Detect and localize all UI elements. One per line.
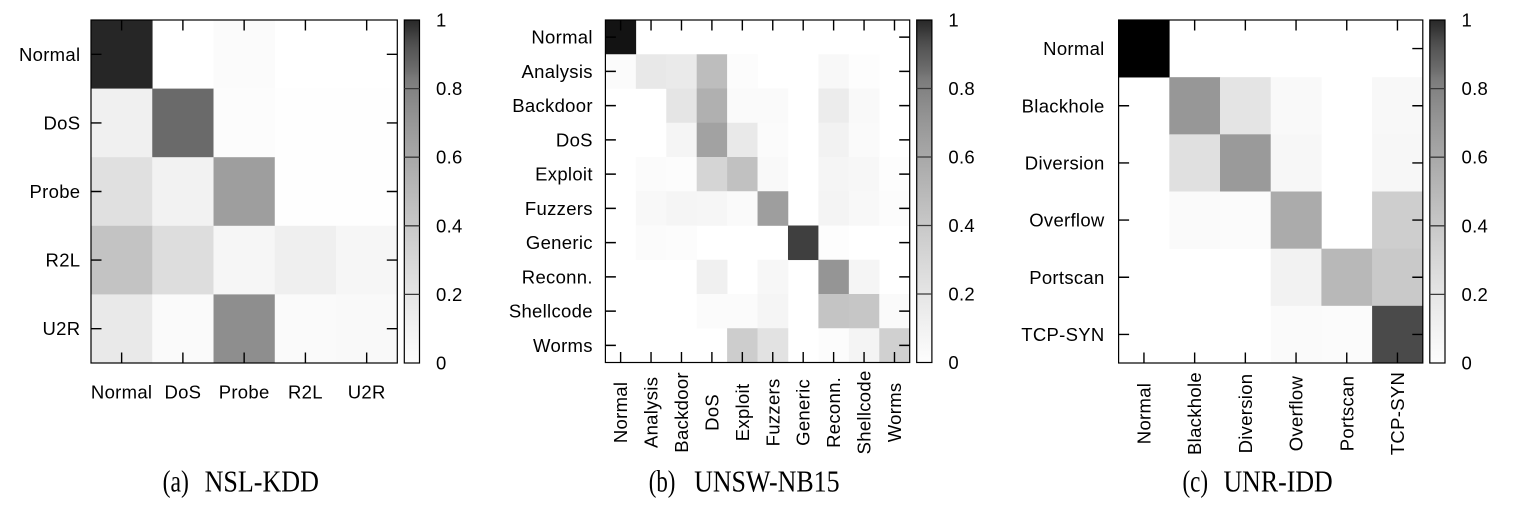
svg-text:DoS: DoS (164, 382, 201, 403)
svg-text:Backdoor: Backdoor (671, 372, 692, 453)
svg-text:Diversion: Diversion (1235, 374, 1256, 454)
svg-text:0.8: 0.8 (1462, 78, 1489, 99)
svg-text:Backdoor: Backdoor (512, 95, 593, 116)
svg-text:Worms: Worms (533, 335, 593, 356)
svg-text:NSL-KDD: NSL-KDD (205, 463, 319, 498)
svg-text:Normal: Normal (1133, 383, 1154, 444)
svg-text:DoS: DoS (44, 112, 81, 133)
svg-text:Portscan: Portscan (1029, 267, 1104, 288)
svg-text:0.4: 0.4 (1462, 215, 1489, 236)
svg-text:Analysis: Analysis (522, 61, 593, 82)
svg-text:0: 0 (948, 352, 959, 373)
svg-text:Exploit: Exploit (732, 384, 753, 442)
svg-text:Overflow: Overflow (1286, 375, 1307, 451)
svg-text:Diversion: Diversion (1025, 152, 1105, 173)
svg-text:0.8: 0.8 (948, 78, 975, 99)
svg-text:1: 1 (1462, 10, 1473, 31)
svg-text:Portscan: Portscan (1336, 376, 1357, 451)
svg-text:Overflow: Overflow (1029, 210, 1105, 231)
svg-text:Normal: Normal (531, 27, 592, 48)
svg-text:Normal: Normal (610, 382, 631, 443)
svg-text:Shellcode: Shellcode (509, 301, 593, 322)
svg-text:1: 1 (948, 10, 959, 31)
svg-text:UNSW-NB15: UNSW-NB15 (694, 463, 840, 498)
svg-text:0: 0 (436, 353, 447, 374)
svg-text:R2L: R2L (288, 382, 323, 403)
svg-text:Fuzzers: Fuzzers (762, 378, 783, 446)
svg-text:Reconn.: Reconn. (522, 266, 593, 287)
svg-text:DoS: DoS (701, 394, 722, 431)
svg-text:(a): (a) (163, 463, 189, 498)
svg-text:Generic: Generic (793, 379, 814, 446)
svg-text:Worms: Worms (884, 383, 905, 443)
svg-text:Blackhole: Blackhole (1184, 372, 1205, 455)
svg-text:U2R: U2R (348, 382, 386, 403)
svg-text:0.6: 0.6 (1462, 147, 1489, 168)
svg-text:Blackhole: Blackhole (1022, 95, 1105, 116)
svg-text:Probe: Probe (219, 382, 270, 403)
svg-text:Fuzzers: Fuzzers (525, 198, 593, 219)
svg-text:Exploit: Exploit (535, 164, 593, 185)
svg-text:Analysis: Analysis (641, 377, 662, 448)
svg-text:UNR-IDD: UNR-IDD (1224, 463, 1333, 498)
svg-text:Probe: Probe (30, 181, 81, 202)
svg-text:Generic: Generic (526, 232, 593, 253)
svg-text:1: 1 (436, 10, 447, 31)
svg-text:Normal: Normal (19, 44, 80, 65)
svg-text:0.4: 0.4 (436, 215, 463, 236)
svg-text:Normal: Normal (1043, 38, 1104, 59)
svg-text:0.6: 0.6 (436, 147, 463, 168)
svg-text:TCP-SYN: TCP-SYN (1021, 324, 1104, 345)
svg-text:U2R: U2R (42, 318, 80, 339)
svg-text:0: 0 (1462, 353, 1473, 374)
svg-text:0.8: 0.8 (436, 78, 463, 99)
svg-text:0.4: 0.4 (948, 215, 975, 236)
svg-text:0.2: 0.2 (1462, 284, 1489, 305)
svg-text:R2L: R2L (46, 250, 81, 271)
svg-text:Normal: Normal (91, 382, 152, 403)
svg-text:(b): (b) (649, 463, 676, 498)
svg-text:0.2: 0.2 (436, 284, 463, 305)
svg-text:0.6: 0.6 (948, 147, 975, 168)
svg-text:Shellcode: Shellcode (854, 370, 875, 454)
svg-text:0.2: 0.2 (948, 284, 975, 305)
svg-text:DoS: DoS (556, 129, 593, 150)
svg-text:Reconn.: Reconn. (823, 377, 844, 448)
svg-text:TCP-SYN: TCP-SYN (1387, 372, 1408, 455)
svg-text:(c): (c) (1183, 463, 1209, 498)
